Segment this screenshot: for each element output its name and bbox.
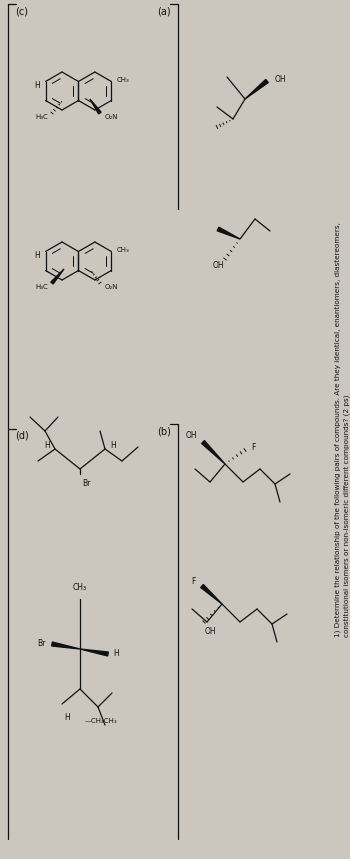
Polygon shape bbox=[201, 584, 222, 604]
Polygon shape bbox=[245, 79, 268, 99]
Text: CH₃: CH₃ bbox=[117, 76, 130, 82]
Text: (c): (c) bbox=[15, 6, 28, 16]
Text: (a): (a) bbox=[158, 6, 171, 16]
Text: —CH₂CH₃: —CH₂CH₃ bbox=[85, 718, 118, 724]
Text: H: H bbox=[44, 442, 50, 450]
Text: F: F bbox=[251, 443, 256, 453]
Text: O₂N: O₂N bbox=[105, 284, 118, 290]
Polygon shape bbox=[80, 649, 108, 656]
Polygon shape bbox=[51, 269, 64, 284]
Polygon shape bbox=[202, 441, 225, 464]
Text: H: H bbox=[110, 442, 116, 450]
Text: H₃C: H₃C bbox=[35, 284, 48, 290]
Text: (b): (b) bbox=[157, 426, 171, 436]
Text: Br: Br bbox=[82, 478, 90, 488]
Text: H: H bbox=[64, 712, 70, 722]
Text: OH: OH bbox=[212, 260, 224, 270]
Text: Br: Br bbox=[38, 639, 46, 649]
Text: OH: OH bbox=[186, 431, 197, 441]
Text: H₃C: H₃C bbox=[35, 114, 48, 120]
Polygon shape bbox=[52, 642, 80, 649]
Text: OH: OH bbox=[204, 628, 216, 637]
Text: H: H bbox=[113, 649, 119, 659]
Text: F: F bbox=[192, 577, 196, 587]
Text: H: H bbox=[34, 252, 40, 260]
Polygon shape bbox=[90, 99, 101, 114]
Polygon shape bbox=[217, 227, 240, 239]
Text: (d): (d) bbox=[15, 431, 29, 441]
Text: 1) Determine the relationship of the following pairs of compounds. Are they iden: 1) Determine the relationship of the fol… bbox=[334, 222, 350, 637]
Text: H: H bbox=[34, 82, 40, 90]
Text: CH₃: CH₃ bbox=[117, 247, 130, 253]
Text: OH: OH bbox=[275, 75, 287, 83]
Text: CH₃: CH₃ bbox=[73, 582, 87, 592]
Text: O₂N: O₂N bbox=[105, 114, 118, 120]
